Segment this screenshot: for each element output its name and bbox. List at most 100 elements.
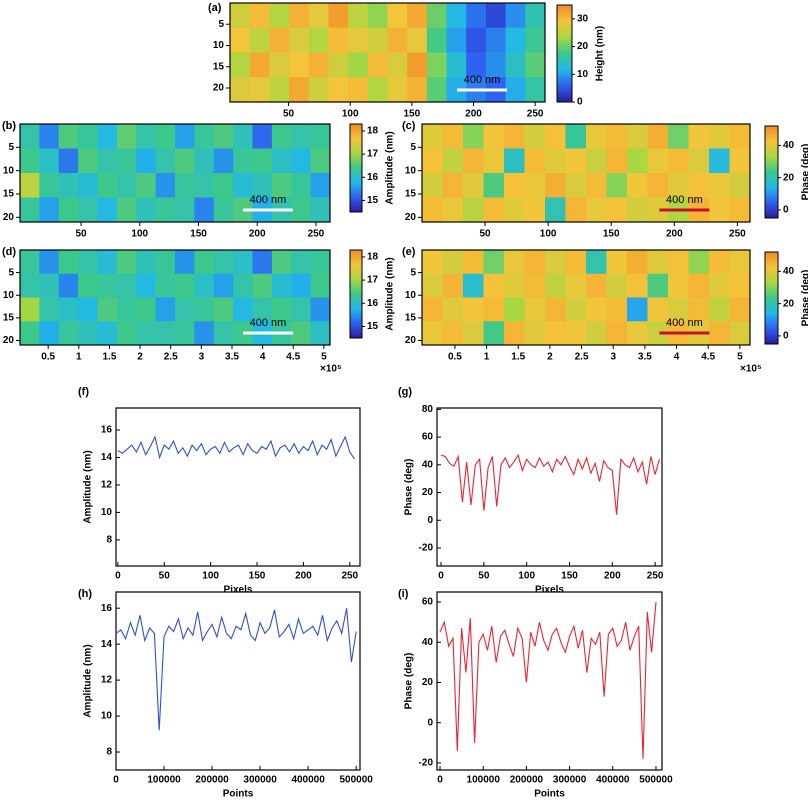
heatmap-cell [252, 124, 273, 149]
y-tick-label: 60 [422, 597, 434, 608]
heatmap-cell [606, 148, 628, 174]
heatmap-cell [485, 52, 507, 78]
heatmap-cell [668, 250, 689, 275]
heatmap-cell [545, 297, 566, 322]
heatmap-cell [647, 273, 669, 298]
heatmap-cell [504, 273, 525, 298]
heatmap-cell [252, 148, 273, 174]
colorbar-tick-label: 30 [577, 13, 589, 24]
colorbar-tick-label: 40 [783, 266, 795, 277]
y-tick-label: 60 [422, 432, 434, 443]
heatmap-cell [116, 273, 137, 298]
y-tick-label: 16 [101, 603, 113, 614]
plot-frame [19, 123, 331, 223]
heatmap-cell [422, 197, 443, 223]
heatmap-cell [39, 124, 60, 149]
heatmap-cell [58, 197, 79, 223]
heatmap-cell [505, 77, 526, 103]
heatmap-cell [58, 273, 79, 298]
heatmap-cell [668, 173, 689, 198]
x-tick-label: 500000 [639, 775, 673, 786]
y-tick-label: 12 [101, 675, 113, 686]
heatmap-cell [136, 148, 157, 174]
heatmap-cell [407, 3, 428, 29]
heatmap-cell [252, 273, 273, 298]
heatmap-cell [627, 321, 648, 346]
heatmap-cell [367, 27, 388, 53]
heatmap-cell [483, 124, 505, 149]
y-tick-label: 20 [422, 677, 434, 688]
heatmap-cell [606, 321, 628, 346]
x-tick-label: 300000 [243, 775, 277, 786]
heatmap-cell [525, 3, 546, 29]
x-tick-label: 100 [518, 571, 535, 582]
colorbar-tick-label: 15 [367, 195, 379, 206]
colorbar-label: Phase (deg) [801, 270, 808, 327]
heatmap-cell [289, 77, 310, 103]
plot-frame [115, 407, 361, 567]
x-tick-label: 250 [729, 229, 746, 240]
heatmap-cell [688, 148, 710, 174]
x-multiplier: ×10⁵ [320, 364, 342, 375]
y-tick-label: 20 [405, 212, 417, 223]
x-tick-label: 200 [249, 229, 266, 240]
heatmap-cell [407, 27, 428, 53]
heatmap-cell [308, 3, 329, 29]
y-tick-label: 15 [3, 312, 15, 323]
heatmap-cell [310, 173, 331, 198]
heatmap-cell [78, 273, 98, 298]
heatmap-cell [668, 273, 689, 298]
heatmap-cell [58, 148, 79, 174]
heatmap-cell [116, 148, 137, 174]
heatmap-cell [97, 197, 118, 223]
heatmap-cell [271, 173, 292, 198]
heatmap-cell [729, 250, 751, 275]
heatmap-cell [78, 197, 98, 223]
heatmap-cell [524, 273, 546, 298]
x-tick-label: 100000 [467, 775, 501, 786]
heatmap-cell [310, 197, 331, 223]
heatmap-cell [269, 27, 290, 53]
x-tick-label: 200 [465, 109, 482, 120]
heatmap-cell [116, 124, 137, 149]
heatmap-cell [505, 52, 526, 78]
heatmap-cell [348, 27, 369, 53]
x-tick-label: 150 [190, 229, 207, 240]
heatmap-cell [545, 173, 566, 198]
heatmap-cell [136, 321, 157, 346]
plot-frame [115, 591, 361, 771]
heatmap-cell [348, 77, 369, 103]
heatmap-cell [422, 173, 443, 198]
heatmap-cell [20, 173, 40, 198]
heatmap-cell [504, 250, 525, 275]
x-tick-label: 200000 [510, 775, 544, 786]
y-tick-label: 10 [101, 711, 113, 722]
heatmap-cell [422, 321, 443, 346]
y-tick-label: 15 [405, 312, 417, 323]
heatmap-cell [647, 297, 669, 322]
heatmap-cell [230, 77, 251, 103]
heatmap-cell [291, 321, 312, 346]
heatmap-cell [729, 197, 751, 223]
x-tick-label: 5 [321, 352, 327, 363]
heatmap-cell [565, 124, 587, 149]
heatmap-cell [310, 148, 331, 174]
heatmap-cell [709, 250, 730, 275]
heatmap-cell [348, 52, 369, 78]
heatmap-cell [688, 173, 710, 198]
heatmap-cell [58, 173, 79, 198]
x-tick-label: 200000 [195, 775, 229, 786]
x-tick-label: 3.5 [638, 352, 652, 363]
heatmap-cell [442, 297, 464, 322]
colorbar-tick-label: 20 [577, 41, 589, 52]
heatmap-cell [348, 3, 369, 29]
x-tick-label: 50 [283, 109, 295, 120]
colorbar-label: Amplitude (nm) [385, 257, 396, 330]
y-tick-label: 15 [213, 61, 225, 72]
x-tick-label: 1 [76, 352, 82, 363]
plot-frame [436, 591, 663, 771]
heatmap-cell [524, 297, 546, 322]
heatmap-cell [647, 124, 669, 149]
y-tick-label: 12 [101, 480, 113, 491]
colorbar [349, 123, 363, 213]
